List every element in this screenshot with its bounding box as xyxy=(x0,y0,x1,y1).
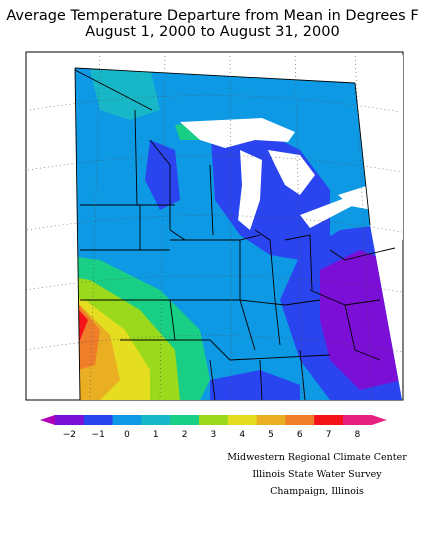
credit-organization: Midwestern Regional Climate Center xyxy=(227,452,407,463)
legend-swatch xyxy=(314,415,344,425)
legend-swatch xyxy=(285,415,315,425)
legend-swatches xyxy=(40,415,387,425)
legend-tick-label: 1 xyxy=(153,430,159,440)
legend-tick-label: −2 xyxy=(63,430,76,440)
legend-tick-label: 8 xyxy=(355,430,361,440)
legend-swatch xyxy=(112,415,142,425)
legend-tick-label: 2 xyxy=(182,430,188,440)
legend-swatch xyxy=(170,415,200,425)
graticule xyxy=(25,51,403,401)
credit-location: Champaign, Illinois xyxy=(270,486,364,497)
legend-swatch xyxy=(343,415,373,425)
legend-swatch xyxy=(256,415,286,425)
legend-swatch xyxy=(199,415,229,425)
legend-arrow-low xyxy=(40,415,55,425)
legend-swatch xyxy=(227,415,258,425)
map-title: Average Temperature Departure from Mean … xyxy=(6,8,419,24)
credit-survey: Illinois State Water Survey xyxy=(252,469,382,480)
legend-swatch xyxy=(55,415,85,425)
legend-arrow-high xyxy=(371,415,387,425)
legend-ticks: −2 −1 0 1 2 3 4 5 6 7 8 xyxy=(63,430,361,440)
map-date-range: August 1, 2000 to August 31, 2000 xyxy=(85,24,340,40)
legend-tick-label: 3 xyxy=(211,430,217,440)
water-bodies xyxy=(180,55,403,240)
legend-tick-label: −1 xyxy=(92,430,105,440)
legend-tick-label: 4 xyxy=(239,430,245,440)
legend-tick-label: 6 xyxy=(297,430,303,440)
legend-swatch xyxy=(141,415,171,425)
legend-swatch xyxy=(83,415,114,425)
legend-tick-label: 0 xyxy=(124,430,130,440)
legend-tick-label: 7 xyxy=(326,430,332,440)
legend-tick-label: 5 xyxy=(268,430,274,440)
state-borders xyxy=(74,67,396,401)
